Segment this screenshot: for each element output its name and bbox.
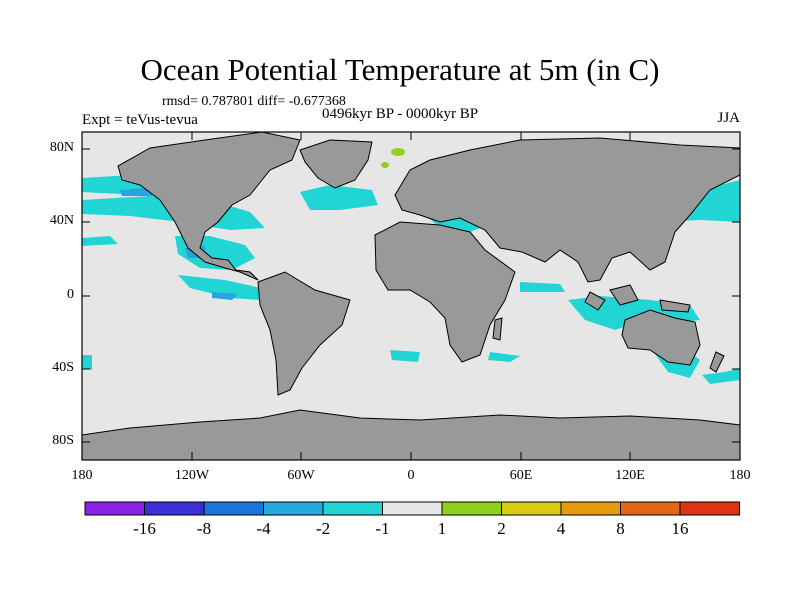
borneo-land bbox=[609, 284, 639, 306]
green-anomaly-areas bbox=[381, 148, 405, 168]
new-guinea-land bbox=[659, 299, 691, 313]
colorbar-box-7 bbox=[441, 501, 502, 516]
colorbar-box-3 bbox=[203, 501, 264, 516]
map-title: Ocean Potential Temperature at 5m (in C) bbox=[140, 52, 660, 87]
lon-label-180-east: 180 bbox=[729, 468, 751, 483]
axis-ticks bbox=[81, 132, 741, 460]
south-america-land bbox=[257, 271, 351, 396]
period-label: 0496kyr BP - 0000kyr BP bbox=[322, 106, 479, 122]
colorbar-box-9 bbox=[560, 501, 621, 516]
colorbar-label: -1 bbox=[375, 519, 390, 538]
madagascar-land bbox=[492, 317, 503, 341]
lon-label-60w: 60W bbox=[287, 468, 315, 483]
lat-label-80s: 80S bbox=[52, 433, 74, 448]
new-zealand-land bbox=[709, 351, 725, 373]
greenland-land bbox=[299, 139, 373, 189]
lon-label-120e: 120E bbox=[615, 468, 645, 483]
australia-land bbox=[621, 309, 701, 366]
colorbar-label: -2 bbox=[315, 519, 331, 538]
north-america-land bbox=[117, 131, 301, 281]
colorbar-label: 4 bbox=[556, 519, 566, 538]
stats-text: rmsd= 0.787801 diff= -0.677368 bbox=[162, 94, 346, 109]
lon-label-120w: 120W bbox=[174, 468, 210, 483]
colorbar-label: -8 bbox=[196, 519, 212, 538]
lat-label-40s: 40S bbox=[52, 360, 74, 375]
sumatra-land bbox=[584, 291, 606, 311]
land-masses bbox=[81, 131, 741, 461]
lat-label-0: 0 bbox=[67, 287, 74, 302]
colorbar-label: 8 bbox=[616, 519, 625, 538]
colorbar bbox=[84, 501, 740, 516]
colorbar-box-6 bbox=[382, 501, 443, 516]
lat-label-80n: 80N bbox=[49, 140, 74, 155]
colorbar-label: 1 bbox=[437, 519, 447, 538]
colorbar-label: -16 bbox=[133, 519, 156, 538]
lon-label-60e: 60E bbox=[509, 468, 533, 483]
colorbar-box-2 bbox=[144, 501, 205, 516]
colorbar-box-1 bbox=[84, 501, 145, 516]
lon-label-180-west: 180 bbox=[71, 468, 93, 483]
colorbar-box-10 bbox=[620, 501, 681, 516]
colorbar-label: -4 bbox=[256, 519, 271, 538]
colorbar-label: 2 bbox=[497, 519, 506, 538]
colorbar-box-11 bbox=[679, 501, 740, 516]
experiment-label: Expt = teVus-tevua bbox=[82, 112, 198, 128]
eurasia-land bbox=[394, 137, 741, 283]
colorbar-box-8 bbox=[501, 501, 562, 516]
season-label: JJA bbox=[717, 110, 740, 126]
lat-label-40n: 40N bbox=[49, 213, 74, 228]
colorbar-label: 16 bbox=[671, 519, 689, 538]
africa-land bbox=[374, 221, 516, 363]
colorbar-box-4 bbox=[263, 501, 324, 516]
colorbar-box-5 bbox=[322, 501, 383, 516]
lon-label-0: 0 bbox=[407, 468, 415, 483]
